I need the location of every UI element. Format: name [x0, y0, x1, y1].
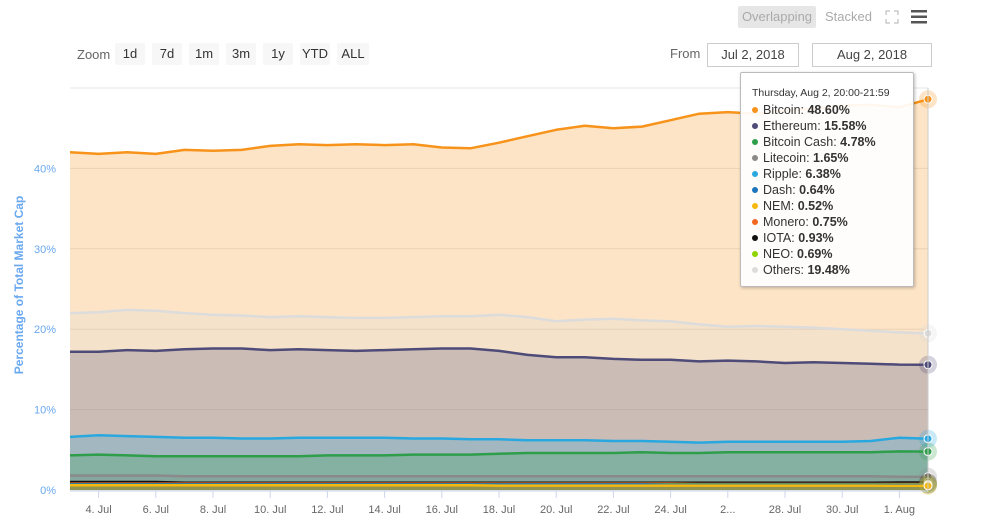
x-tick-label: 12. Jul: [311, 504, 343, 516]
zoom-label: Zoom: [77, 47, 111, 62]
tooltip-series-name: NEM: [763, 199, 791, 213]
tooltip-row: Bitcoin Cash: 4.78%: [752, 134, 913, 150]
series-dot-icon: [752, 251, 758, 257]
tooltip-series-name: Others: [763, 263, 801, 277]
x-tick-label: 6. Jul: [143, 504, 169, 516]
tooltip-series-value: 0.52%: [797, 199, 834, 213]
tooltip-series-value: 0.64%: [799, 183, 835, 197]
y-tick-label: 20%: [34, 324, 56, 336]
tooltip-series-name: Ethereum: [763, 119, 818, 133]
area-bitcoin: [70, 99, 928, 491]
to-date-input[interactable]: Aug 2, 2018: [812, 43, 932, 67]
series-dot-icon: [752, 107, 758, 113]
tooltip-row: Ethereum: 15.58%: [752, 118, 913, 134]
tooltip-series-name: Bitcoin Cash: [763, 135, 834, 149]
x-tick-label: 22. Jul: [597, 504, 629, 516]
tooltip-series-value: 0.75%: [812, 215, 848, 229]
tooltip-series-name: Ripple: [763, 167, 799, 181]
x-tick-label: 28. Jul: [769, 504, 801, 516]
overlapping-button[interactable]: Overlapping: [738, 6, 816, 28]
series-dot-icon: [752, 139, 758, 145]
x-tick-label: 18. Jul: [483, 504, 515, 516]
series-dot-icon: [752, 123, 758, 129]
zoom-button-1m[interactable]: 1m: [189, 43, 219, 65]
series-dot-icon: [752, 155, 758, 161]
hamburger-menu-icon[interactable]: [911, 10, 927, 24]
tooltip-row: Others: 19.48%: [752, 262, 913, 278]
tooltip-series-value: 0.69%: [797, 247, 833, 261]
x-tick-label: 8. Jul: [200, 504, 226, 516]
x-tick-label: 24. Jul: [654, 504, 686, 516]
zoom-button-ytd[interactable]: YTD: [300, 43, 330, 65]
from-date-input[interactable]: Jul 2, 2018: [707, 43, 799, 67]
y-tick-label: 30%: [34, 244, 56, 256]
tooltip-series-value: 19.48%: [807, 263, 850, 277]
tooltip-series-name: Litecoin: [763, 151, 807, 165]
tooltip-series-name: Dash: [763, 183, 793, 197]
series-dot-icon: [752, 267, 758, 273]
zoom-button-3m[interactable]: 3m: [226, 43, 256, 65]
y-axis-title: Percentage of Total Market Cap: [12, 196, 26, 375]
zoom-button-1y[interactable]: 1y: [263, 43, 293, 65]
tooltip-series-name: NEO: [763, 247, 791, 261]
fullscreen-icon[interactable]: [885, 6, 899, 28]
tooltip-row: Dash: 0.64%: [752, 182, 913, 198]
tooltip-series-value: 15.58%: [824, 119, 867, 133]
tooltip-series-name: IOTA: [763, 231, 792, 245]
line-others: [69, 308, 929, 335]
y-tick-label: 0%: [40, 485, 56, 497]
x-tick-label: 20. Jul: [540, 504, 572, 516]
y-tick-label: 40%: [34, 163, 56, 175]
tooltip-row: IOTA: 0.93%: [752, 230, 913, 246]
line-ripple: [69, 434, 929, 444]
tooltip: Thursday, Aug 2, 20:00-21:59 Bitcoin: 48…: [740, 72, 914, 287]
series-dot-icon: [752, 203, 758, 209]
line-bitcoin-cash: [69, 450, 929, 458]
area-ethereum: [70, 348, 928, 490]
tooltip-series-value: 4.78%: [840, 135, 876, 149]
area-bitcoin-cash: [70, 451, 928, 490]
tooltip-row: Litecoin: 1.65%: [752, 150, 913, 166]
y-tick-label: 10%: [34, 405, 56, 417]
x-tick-label: 4. Jul: [85, 504, 111, 516]
series-dot-icon: [752, 171, 758, 177]
tooltip-header: Thursday, Aug 2, 20:00-21:59: [752, 87, 890, 99]
tooltip-row: Bitcoin: 48.60%: [752, 102, 913, 118]
x-tick-label: 2...: [720, 504, 735, 516]
from-label: From: [670, 46, 701, 61]
zoom-button-1d[interactable]: 1d: [115, 43, 145, 65]
series-dot-icon: [752, 235, 758, 241]
tooltip-series-value: 1.65%: [813, 151, 849, 165]
area-others: [70, 309, 928, 490]
line-ethereum: [70, 347, 929, 366]
tooltip-row: NEM: 0.52%: [752, 198, 913, 214]
line-nem: [70, 483, 928, 488]
zoom-button-7d[interactable]: 7d: [152, 43, 182, 65]
zoom-button-all[interactable]: ALL: [337, 43, 369, 65]
x-tick-label: 1. Aug: [884, 504, 915, 516]
x-tick-label: 16. Jul: [426, 504, 458, 516]
tooltip-row: NEO: 0.69%: [752, 246, 913, 262]
series-dot-icon: [752, 219, 758, 225]
line-litecoin: [70, 474, 928, 478]
x-tick-label: 14. Jul: [368, 504, 400, 516]
tooltip-row: Ripple: 6.38%: [752, 166, 913, 182]
stacked-button[interactable]: Stacked: [825, 9, 872, 24]
tooltip-row: Monero: 0.75%: [752, 214, 913, 230]
x-tick-label: 30. Jul: [826, 504, 858, 516]
tooltip-series-value: 0.93%: [798, 231, 834, 245]
tooltip-series-name: Bitcoin: [763, 103, 801, 117]
tooltip-series-value: 48.60%: [807, 103, 850, 117]
series-dot-icon: [752, 187, 758, 193]
tooltip-series-name: Monero: [763, 215, 806, 229]
x-tick-label: 10. Jul: [254, 504, 286, 516]
tooltip-series-value: 6.38%: [805, 167, 841, 181]
